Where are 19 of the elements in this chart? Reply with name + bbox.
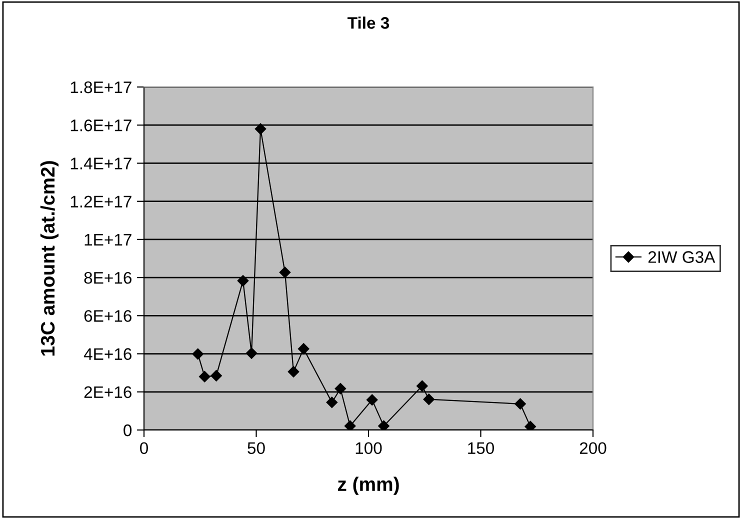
x-tick-label: 150 <box>468 442 494 454</box>
x-axis-title: z (mm) <box>338 476 399 495</box>
x-tick-label: 50 <box>248 442 265 454</box>
y-tick-label: 8E+16 <box>84 272 132 284</box>
legend-label: 2IW G3A <box>648 251 716 263</box>
x-tick-label: 200 <box>580 442 606 454</box>
y-tick-label: 6E+16 <box>84 310 132 322</box>
x-tick-label: 0 <box>140 442 148 454</box>
y-tick-label: 1.6E+17 <box>70 120 132 132</box>
y-tick-label: 1.2E+17 <box>70 196 132 208</box>
y-tick-label: 1E+17 <box>84 234 132 246</box>
y-tick-label: 2E+16 <box>84 386 132 398</box>
y-tick-label: 1.4E+17 <box>70 158 132 170</box>
y-tick-label: 1.8E+17 <box>70 81 132 94</box>
y-axis-title: 13C amount (at./cm2) <box>40 161 59 356</box>
y-tick-label: 0 <box>124 424 132 436</box>
chart-title: Tile 3 <box>348 16 390 29</box>
y-tick-label: 4E+16 <box>84 348 132 360</box>
x-tick-label: 100 <box>356 442 382 454</box>
